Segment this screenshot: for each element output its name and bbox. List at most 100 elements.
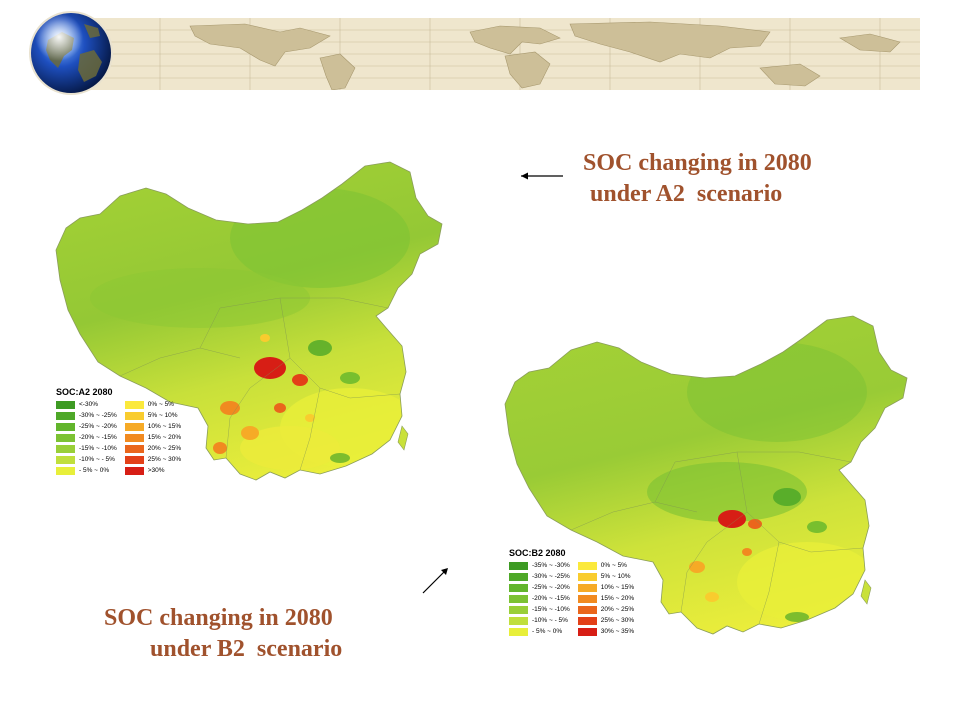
legend-a2-item: -20% ~ -15% (56, 433, 117, 442)
legend-b2-label: - 5% ~ 0% (532, 628, 563, 635)
legend-b2-swatch (509, 561, 528, 570)
legend-a2-label: -30% ~ -25% (79, 412, 117, 419)
arrow-to-map-a2 (521, 172, 563, 180)
legend-a2-item: 5% ~ 10% (124, 411, 181, 420)
map-b2-panel: SOC:B2 2080 -35% ~ -30% -30% ~ -25% -25% ~… (497, 312, 927, 666)
legend-b2-item: - 5% ~ 0% (509, 627, 570, 636)
china-soc-map-a2 (55, 161, 443, 481)
legend-a2-swatch (56, 466, 75, 475)
legend-a2-label: 15% ~ 20% (147, 434, 182, 441)
legend-a2: SOC:A2 2080 <-30% -30% ~ -25% -25% ~ -20% -… (56, 387, 181, 475)
legend-a2-swatch (56, 400, 75, 409)
caption-a2-line1: SOC changing in 2080 (583, 150, 812, 176)
caption-a2-line2: under A2 scenario (590, 181, 783, 207)
map-a2-panel: SOC:A2 2080 <-30% -30% ~ -25% -25% ~ -20% -… (50, 158, 462, 513)
legend-b2-label: -25% ~ -20% (532, 584, 570, 591)
legend-a2-swatch (124, 411, 144, 420)
arrow-to-map-b2 (422, 568, 448, 594)
legend-a2-item: -10% ~ - 5% (56, 455, 117, 464)
legend-b2-item: -20% ~ -15% (509, 594, 570, 603)
legend-b2-item: 25% ~ 30% (577, 616, 635, 625)
legend-b2-item: 5% ~ 10% (577, 572, 634, 581)
legend-b2-swatch (509, 583, 528, 592)
legend-a2-item: <-30% (56, 400, 117, 409)
legend-b2-label: 20% ~ 25% (600, 606, 635, 613)
legend-a2-swatch (124, 455, 144, 464)
globe-icon (28, 10, 114, 96)
world-map-banner (70, 18, 920, 90)
legend-b2-swatch (577, 583, 597, 592)
legend-b2-swatch (577, 594, 597, 603)
legend-b2: SOC:B2 2080 -35% ~ -30% -30% ~ -25% -25% ~… (509, 548, 634, 636)
legend-b2-swatch (577, 572, 597, 581)
legend-a2-title: SOC:A2 2080 (56, 387, 113, 397)
legend-b2-swatch (509, 594, 528, 603)
legend-b2-swatch (509, 616, 528, 625)
legend-a2-swatch (124, 444, 144, 453)
legend-b2-label: -35% ~ -30% (532, 562, 570, 569)
legend-a2-label: 25% ~ 30% (147, 456, 182, 463)
legend-a2-label: -15% ~ -10% (79, 445, 117, 452)
legend-a2-positive-column: 0% ~ 5% 5% ~ 10% 10% ~ 15% 15% ~ 20% 20% ~ 2… (124, 400, 182, 475)
legend-b2-label: 10% ~ 15% (600, 584, 635, 591)
legend-b2-positive-column: 0% ~ 5% 5% ~ 10% 10% ~ 15% 15% ~ 20% 20% ~ 2… (577, 561, 635, 636)
legend-b2-item: 30% ~ 35% (577, 627, 635, 636)
legend-a2-swatch (124, 400, 144, 409)
legend-b2-label: 15% ~ 20% (600, 595, 635, 602)
legend-a2-item: 20% ~ 25% (124, 444, 181, 453)
legend-b2-swatch (509, 605, 528, 614)
legend-a2-label: - 5% ~ 0% (79, 467, 110, 474)
legend-a2-label: >30% (147, 467, 165, 474)
caption-b2: SOC changing in 2080 under B2 scenario (104, 603, 342, 665)
legend-b2-label: -20% ~ -15% (532, 595, 570, 602)
legend-a2-item: -15% ~ -10% (56, 444, 117, 453)
legend-a2-label: -25% ~ -20% (79, 423, 117, 430)
caption-b2-line2: under B2 scenario (150, 636, 343, 662)
legend-b2-item: 15% ~ 20% (577, 594, 635, 603)
legend-a2-item: -25% ~ -20% (56, 422, 117, 431)
legend-a2-item: -30% ~ -25% (56, 411, 117, 420)
legend-a2-swatch (56, 422, 75, 431)
legend-b2-label: 5% ~ 10% (600, 573, 631, 580)
legend-a2-swatch (56, 411, 75, 420)
legend-b2-item: -30% ~ -25% (509, 572, 570, 581)
legend-a2-label: 0% ~ 5% (147, 401, 174, 408)
legend-b2-swatch (577, 605, 597, 614)
legend-b2-item: 20% ~ 25% (577, 605, 635, 614)
legend-b2-item: -15% ~ -10% (509, 605, 570, 614)
legend-a2-swatch (124, 433, 144, 442)
legend-b2-item: -25% ~ -20% (509, 583, 570, 592)
legend-b2-label: 30% ~ 35% (600, 628, 635, 635)
legend-a2-label: 5% ~ 10% (147, 412, 178, 419)
legend-a2-label: 10% ~ 15% (147, 423, 182, 430)
legend-b2-swatch (509, 572, 528, 581)
legend-b2-swatch (577, 561, 597, 570)
legend-b2-label: -10% ~ - 5% (532, 617, 568, 624)
legend-b2-label: 25% ~ 30% (600, 617, 635, 624)
legend-a2-label: -20% ~ -15% (79, 434, 117, 441)
caption-a2: SOC changing in 2080 under A2 scenario (583, 148, 812, 210)
legend-a2-swatch (56, 433, 75, 442)
legend-b2-label: -30% ~ -25% (532, 573, 570, 580)
legend-a2-swatch (124, 466, 144, 475)
legend-a2-swatch (124, 422, 144, 431)
legend-b2-negative-column: -35% ~ -30% -30% ~ -25% -25% ~ -20% -20% ~ … (509, 561, 570, 636)
legend-a2-negative-column: <-30% -30% ~ -25% -25% ~ -20% -20% ~ -15% -1… (56, 400, 117, 475)
legend-a2-label: -10% ~ - 5% (79, 456, 115, 463)
legend-a2-item: >30% (124, 466, 181, 475)
legend-a2-item: - 5% ~ 0% (56, 466, 117, 475)
legend-a2-swatch (56, 455, 75, 464)
legend-a2-item: 10% ~ 15% (124, 422, 182, 431)
legend-a2-label: <-30% (79, 401, 98, 408)
legend-a2-item: 25% ~ 30% (124, 455, 182, 464)
legend-a2-item: 15% ~ 20% (124, 433, 182, 442)
china-soc-map-b2 (504, 315, 908, 635)
legend-b2-swatch (509, 627, 528, 636)
legend-b2-label: -15% ~ -10% (532, 606, 570, 613)
legend-b2-item: 0% ~ 5% (577, 561, 634, 570)
legend-b2-item: 10% ~ 15% (577, 583, 635, 592)
legend-b2-swatch (577, 616, 597, 625)
legend-b2-title: SOC:B2 2080 (509, 548, 566, 558)
legend-b2-item: -35% ~ -30% (509, 561, 570, 570)
legend-b2-swatch (577, 627, 597, 636)
